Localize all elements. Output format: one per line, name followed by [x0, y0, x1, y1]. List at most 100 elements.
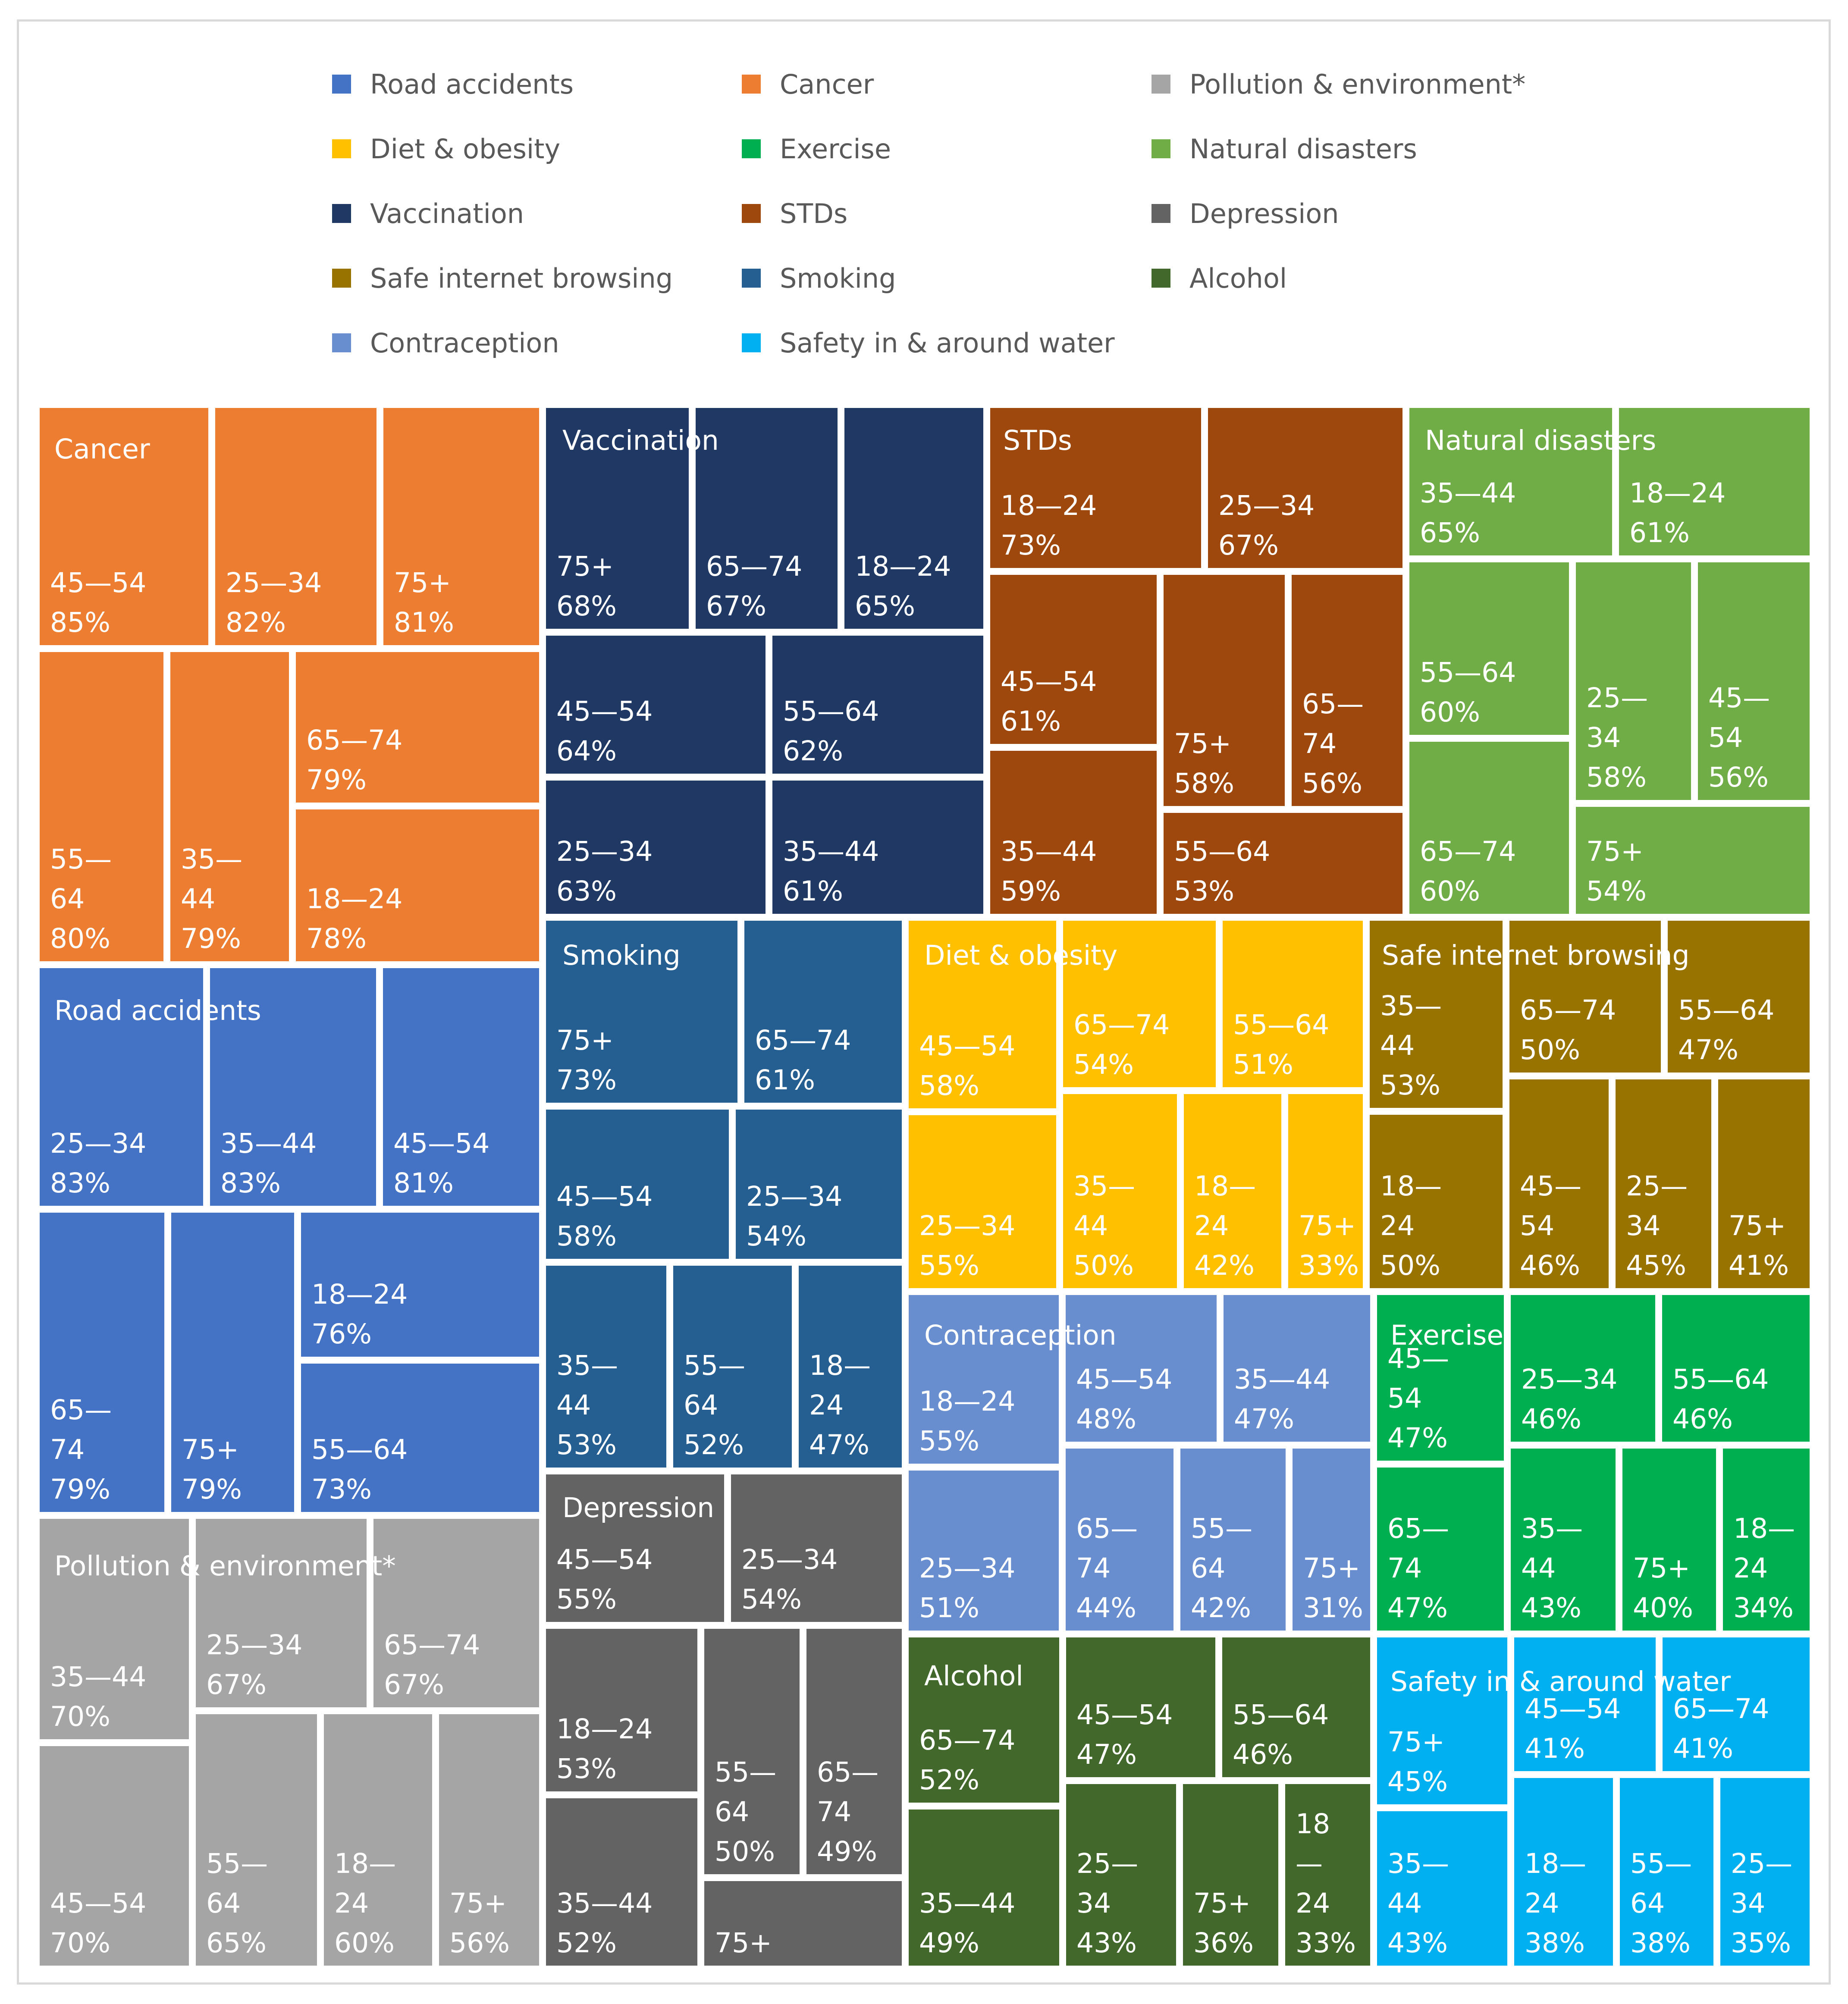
tile-value: 47%: [1678, 1034, 1739, 1066]
tile-label: 55—6455— 64 38%: [1630, 1844, 1692, 1963]
tile-label: 55—6455— 64 52%: [684, 1346, 745, 1465]
tile-label: 25—3425—34 46%: [1521, 1360, 1617, 1439]
tile-age-text: 75+: [1387, 1726, 1445, 1758]
legend-swatch: [332, 75, 351, 94]
tile-label: 75+75+: [715, 1923, 772, 1963]
tile-value: 61%: [1629, 517, 1690, 549]
tile-age-text: 75+: [1174, 728, 1231, 759]
tile-value: 81%: [394, 607, 455, 638]
tile-age-text: 25—34: [1521, 1364, 1618, 1395]
tile-age-text: 18— 24: [1733, 1513, 1795, 1584]
tile-age-text: 35—44: [1001, 836, 1097, 867]
tile-value: 47%: [809, 1429, 870, 1461]
tile-label: 25—3425—34 82%: [226, 563, 322, 643]
tile-age-text: 65— 74: [1076, 1513, 1138, 1584]
tile-value: 54%: [746, 1220, 807, 1252]
treemap-tile: 55—6455—64 47%: [1664, 917, 1813, 1076]
treemap-tile: 25—3425—34 82%: [212, 405, 380, 649]
tile-label: 45—5445—54 48%: [1076, 1360, 1172, 1439]
tile-value: 59%: [1001, 875, 1061, 907]
tile-age-text: 35—44: [1420, 477, 1516, 509]
tile-value: 50%: [1520, 1034, 1581, 1066]
tile-age-text: 25—34: [746, 1181, 843, 1212]
tile-label: 65—7465—74 67%: [384, 1625, 480, 1705]
treemap-tile: 35—4435—44 70%: [36, 1515, 192, 1743]
tile-label: 45—5445—54 41%: [1525, 1689, 1621, 1769]
tile-label: 65—7465—74 50%: [1520, 991, 1616, 1070]
legend-swatch: [742, 204, 761, 223]
tile-value: 70%: [50, 1701, 111, 1732]
legend-label: Safety in & around water: [780, 327, 1115, 359]
treemap-tile: 18—2418— 24 50%: [1366, 1111, 1506, 1292]
treemap-tile: 25—3425—34 54%: [732, 1106, 905, 1262]
tile-label: 18—2418— 24 34%: [1733, 1509, 1795, 1628]
treemap-tile: 18—2418—24 73%: [987, 405, 1205, 571]
tile-value: 47%: [1387, 1422, 1448, 1454]
legend-item: Cancer: [742, 67, 874, 101]
tile-age-text: 75+: [449, 1888, 507, 1919]
treemap-tile: 18—2418—24 76%: [298, 1209, 543, 1360]
treemap-tile: 65—7465—74 67%: [370, 1515, 543, 1711]
treemap-tile: 35—4435— 44 43%: [1374, 1808, 1511, 1969]
treemap-tile: 75+75+: [701, 1878, 905, 1969]
legend-swatch: [742, 75, 761, 94]
treemap-tile: 55—6455—64 73%: [298, 1360, 543, 1515]
legend-swatch: [332, 139, 351, 158]
treemap-tile: 45—5445—54 58%: [543, 1106, 732, 1262]
treemap-tile: 75+75+ 31%: [1289, 1445, 1374, 1634]
legend-item: Depression: [1151, 196, 1339, 231]
tile-value: 53%: [556, 1753, 617, 1784]
tile-label: 35—4435— 44 43%: [1387, 1844, 1449, 1963]
treemap-tile: 45—5445—54 61%: [987, 571, 1160, 747]
legend: Road accidents Cancer Pollution & environm…: [0, 0, 1848, 388]
treemap-tile: 35—4435— 44 53%: [543, 1262, 670, 1471]
tile-age-text: 75+: [556, 1025, 614, 1056]
tile-age-text: 18— 24: [1380, 1170, 1442, 1242]
tile-age-text: 65— 74: [50, 1394, 112, 1465]
tile-value: 79%: [181, 923, 242, 954]
treemap-tile: 25—3425—34 67%: [1205, 405, 1406, 571]
legend-item: Alcohol: [1151, 261, 1287, 295]
tile-value: 40%: [1633, 1592, 1694, 1624]
tile-age-text: 75+: [1193, 1888, 1251, 1919]
tile-value: 56%: [1302, 768, 1363, 799]
tile-age-text: 18—24: [919, 1386, 1016, 1417]
tile-age-text: 18—24: [1629, 477, 1726, 509]
tile-label: 45—5445—54 81%: [393, 1124, 489, 1203]
legend-label: Pollution & environment*: [1189, 68, 1526, 100]
tile-label: 45—5445—54 64%: [556, 692, 653, 771]
tile-label: 25—3425—34 54%: [746, 1177, 842, 1256]
tile-age-text: 25—34: [1218, 490, 1315, 521]
tile-value: 46%: [1672, 1403, 1733, 1435]
treemap-tile: 45—5445— 54 56%: [1694, 559, 1813, 803]
group-label: STDs: [1003, 425, 1072, 456]
tile-label: 75+75+ 56%: [449, 1884, 510, 1963]
tile-value: 52%: [556, 1927, 617, 1959]
tile-age-text: 45—54: [919, 1030, 1016, 1062]
tile-age-text: 35—44: [919, 1888, 1016, 1919]
legend-swatch: [1151, 75, 1170, 94]
tile-value: 42%: [1191, 1592, 1252, 1624]
tile-age-text: 65—74: [1520, 994, 1616, 1026]
tile-value: 60%: [334, 1927, 395, 1959]
treemap-tile: 75+75+ 40%: [1619, 1445, 1719, 1634]
legend-item: Road accidents: [332, 67, 574, 101]
tile-label: 55—6455—64 46%: [1233, 1695, 1329, 1775]
treemap-tile: 25—3425— 34 58%: [1572, 559, 1694, 803]
tile-value: 58%: [919, 1070, 980, 1101]
treemap-tile: 75+75+ 36%: [1180, 1781, 1282, 1969]
treemap-tile: 75+75+ 54%: [1572, 803, 1813, 917]
tile-value: 76%: [311, 1318, 372, 1350]
tile-label: 45—5445—54 58%: [919, 1026, 1015, 1106]
tile-label: 25—3425—34 51%: [919, 1549, 1015, 1628]
treemap-tile: 35—4435—44 61%: [769, 777, 987, 917]
tile-label: 45—5445— 54 47%: [1387, 1339, 1449, 1458]
treemap-tile: 55—6455—64 51%: [1219, 917, 1366, 1091]
tile-label: 75+75+ 40%: [1633, 1549, 1693, 1628]
treemap-tile: 45—5445—54 48%: [1062, 1292, 1220, 1445]
tile-label: 18—2418—24 55%: [919, 1382, 1015, 1461]
tile-value: 62%: [783, 735, 844, 767]
treemap-tile: 25—3425—34 51%: [905, 1467, 1062, 1634]
tile-label: 35—4435—44 83%: [220, 1124, 317, 1203]
legend-item: STDs: [742, 196, 847, 231]
